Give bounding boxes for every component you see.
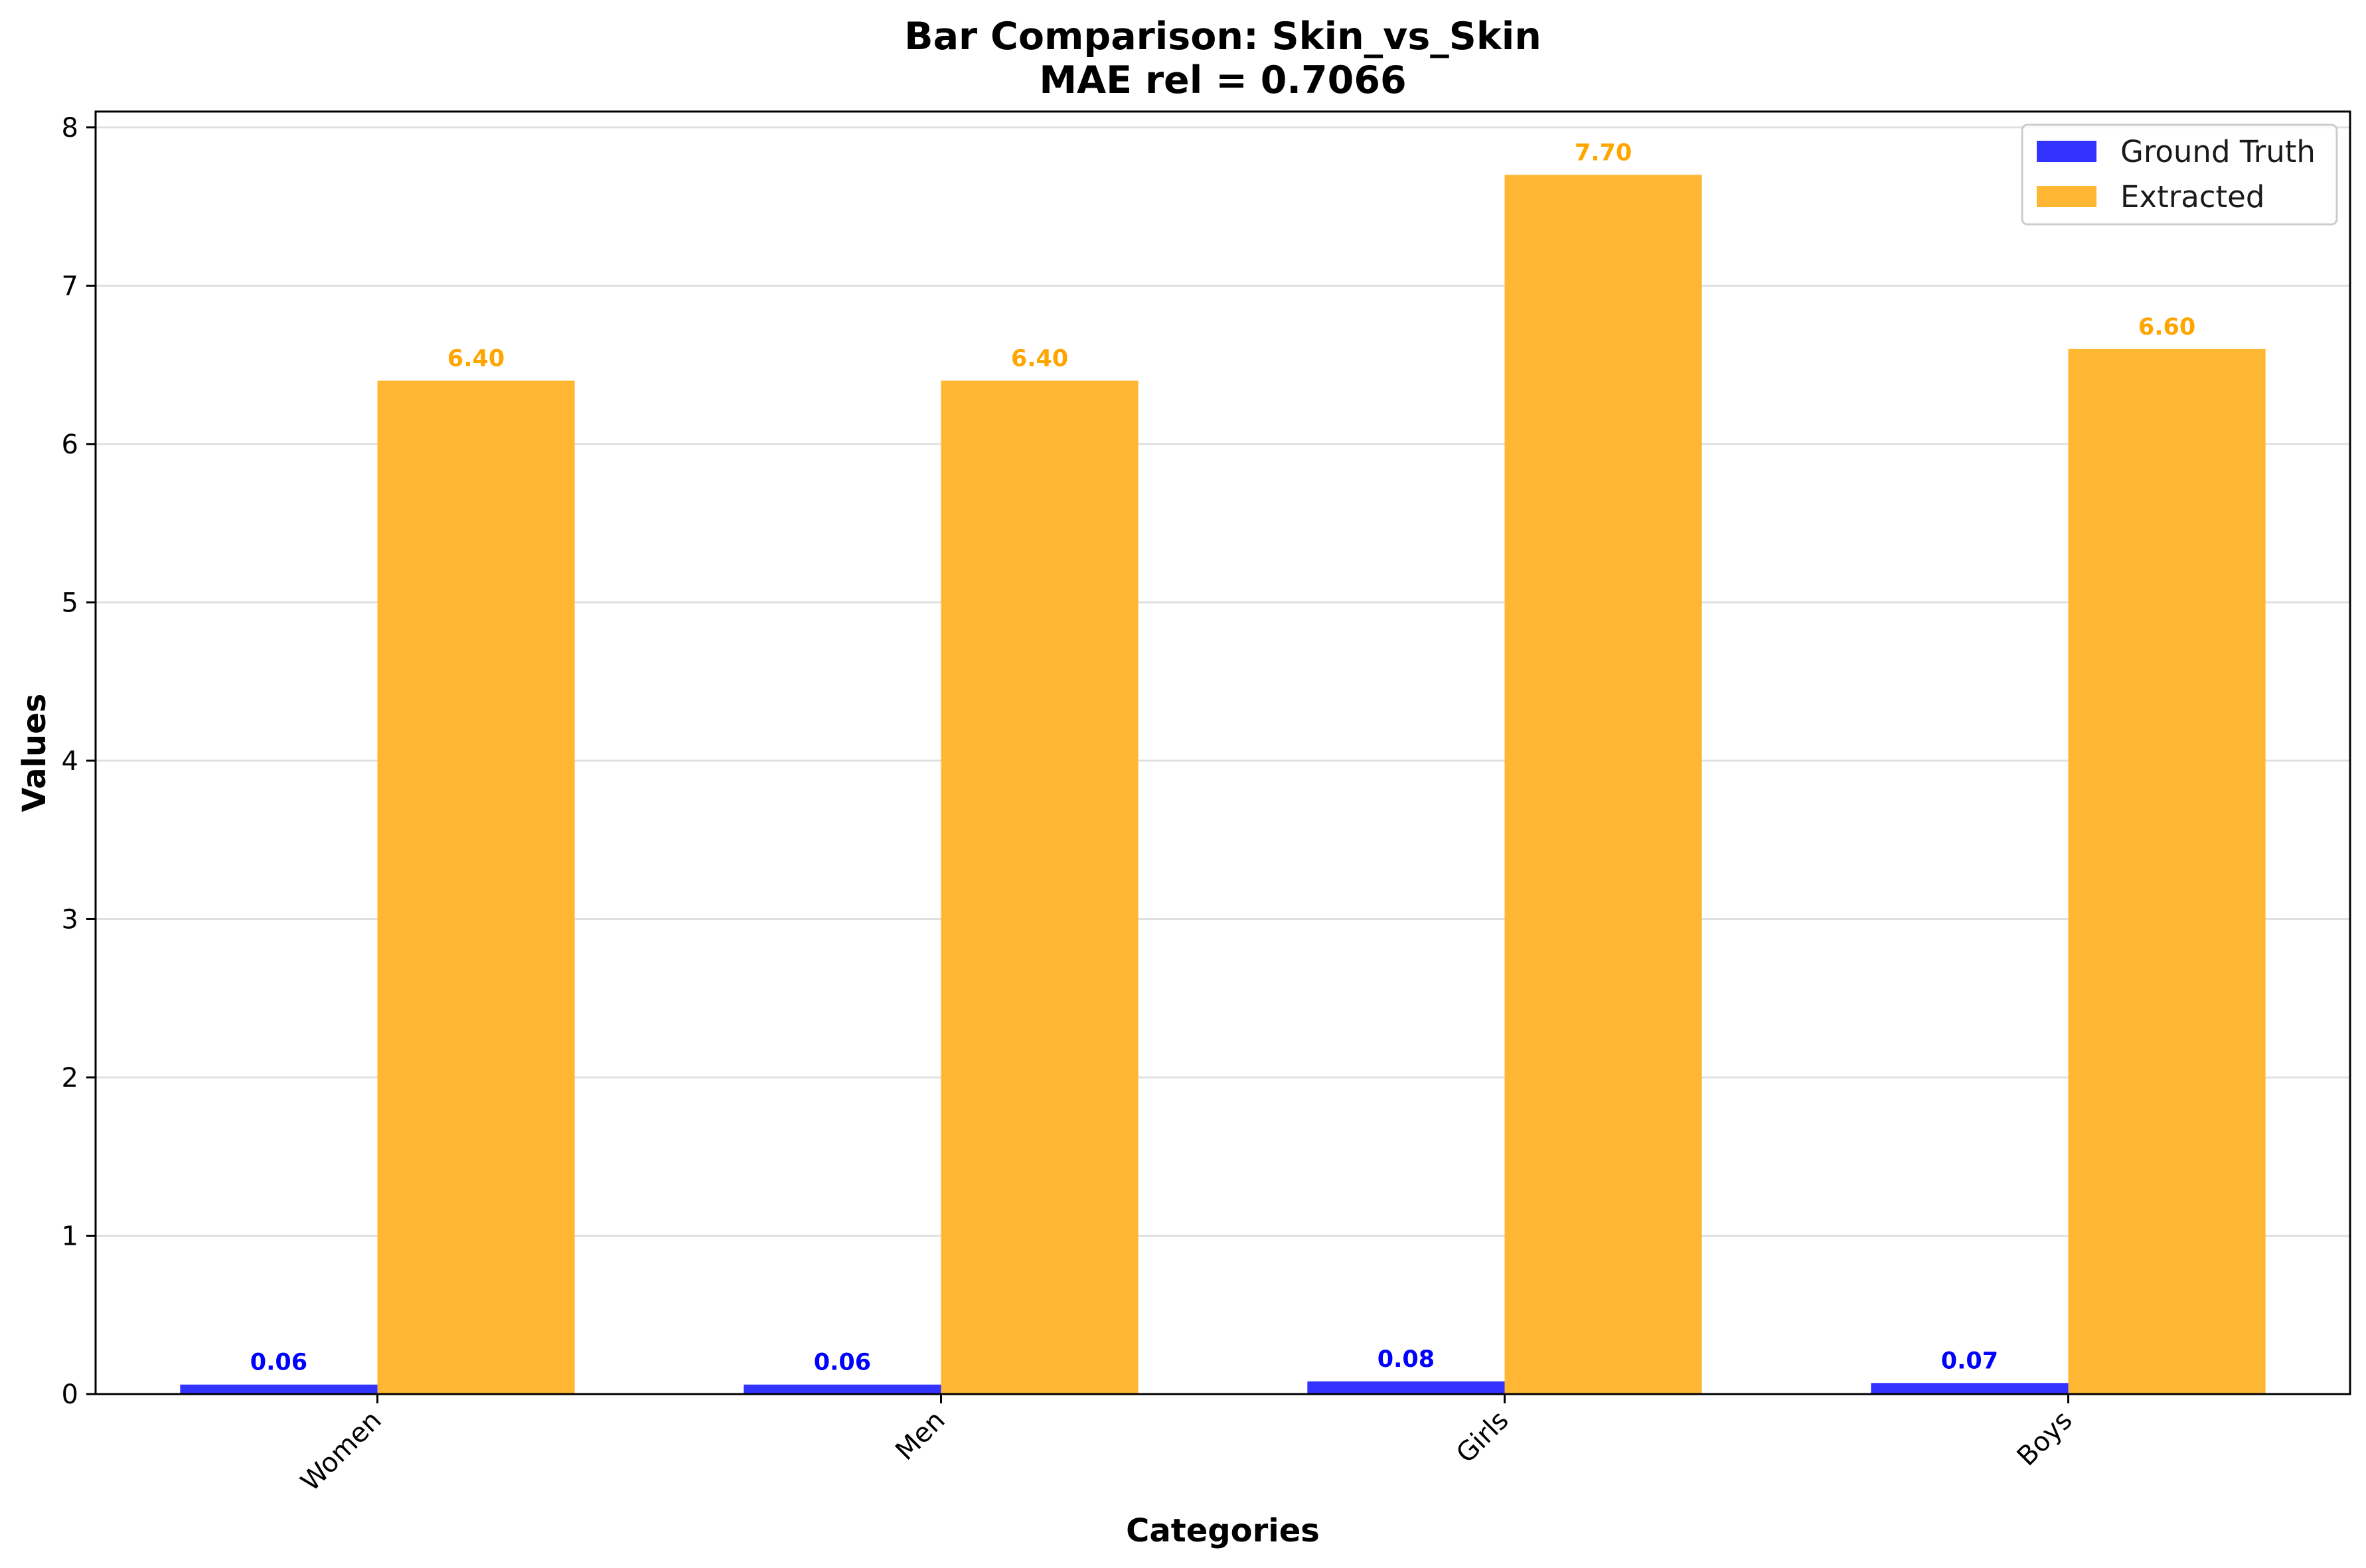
bar-ground-truth-women (180, 1384, 378, 1394)
bar-label-ground-truth-men: 0.06 (814, 1350, 871, 1376)
legend-frame (2021, 123, 2338, 226)
x-tick-label-girls: Girls (1451, 1405, 1515, 1470)
y-tick-label: 3 (62, 904, 78, 935)
bar-label-extracted-boys: 6.60 (2138, 314, 2195, 341)
y-tick-label: 0 (62, 1379, 78, 1410)
x-tick-label-women: Women (295, 1405, 388, 1498)
plot-frame (94, 110, 2351, 1395)
y-axis-ticks: 0 1 2 3 4 5 6 7 8 (62, 113, 96, 1410)
bar-label-ground-truth-boys: 0.07 (1941, 1348, 1998, 1374)
bar-label-ground-truth-women: 0.06 (250, 1350, 307, 1376)
y-tick-label: 6 (62, 430, 78, 460)
bar-extracted-boys (2068, 349, 2266, 1394)
bars (180, 175, 2266, 1395)
y-tick-label: 7 (62, 271, 78, 301)
y-tick-label: 8 (62, 113, 78, 143)
chart-title: Bar Comparison: Skin_vs_Skin (904, 15, 1541, 58)
x-axis-ticks: Women Men Girls Boys (295, 1394, 2079, 1498)
bar-ground-truth-boys (1871, 1383, 2069, 1394)
x-tick-label-boys: Boys (2011, 1405, 2079, 1472)
legend-label-ground-truth: Ground Truth (2120, 134, 2316, 169)
legend-swatch-extracted (2037, 186, 2096, 207)
bar-extracted-women (377, 380, 575, 1395)
y-tick-label: 1 (62, 1221, 78, 1251)
bar-extracted-men (941, 380, 1139, 1395)
bar-ground-truth-men (744, 1384, 941, 1394)
x-axis-label: Categories (1126, 1512, 1320, 1549)
bar-ground-truth-girls (1307, 1381, 1505, 1394)
y-axis-label: Values (16, 694, 53, 813)
y-tick-label: 4 (62, 746, 78, 777)
chart-subtitle: MAE rel = 0.7066 (1039, 58, 1406, 102)
bar-label-extracted-men: 6.40 (1011, 345, 1068, 372)
bar-extracted-girls (1504, 175, 1702, 1394)
legend: Ground Truth Extracted (2021, 123, 2338, 226)
bar-value-labels: 0.06 6.40 0.06 6.40 0.08 7.70 0.07 6.60 (250, 139, 2196, 1375)
x-tick-label-men: Men (890, 1405, 951, 1466)
y-tick-label: 2 (62, 1063, 78, 1093)
legend-label-extracted: Extracted (2120, 179, 2264, 214)
legend-swatch-ground-truth (2037, 141, 2096, 162)
y-tick-label: 5 (62, 588, 78, 618)
bar-label-extracted-women: 6.40 (447, 345, 505, 372)
bar-label-extracted-girls: 7.70 (1575, 139, 1632, 166)
bar-label-ground-truth-girls: 0.08 (1378, 1346, 1435, 1373)
